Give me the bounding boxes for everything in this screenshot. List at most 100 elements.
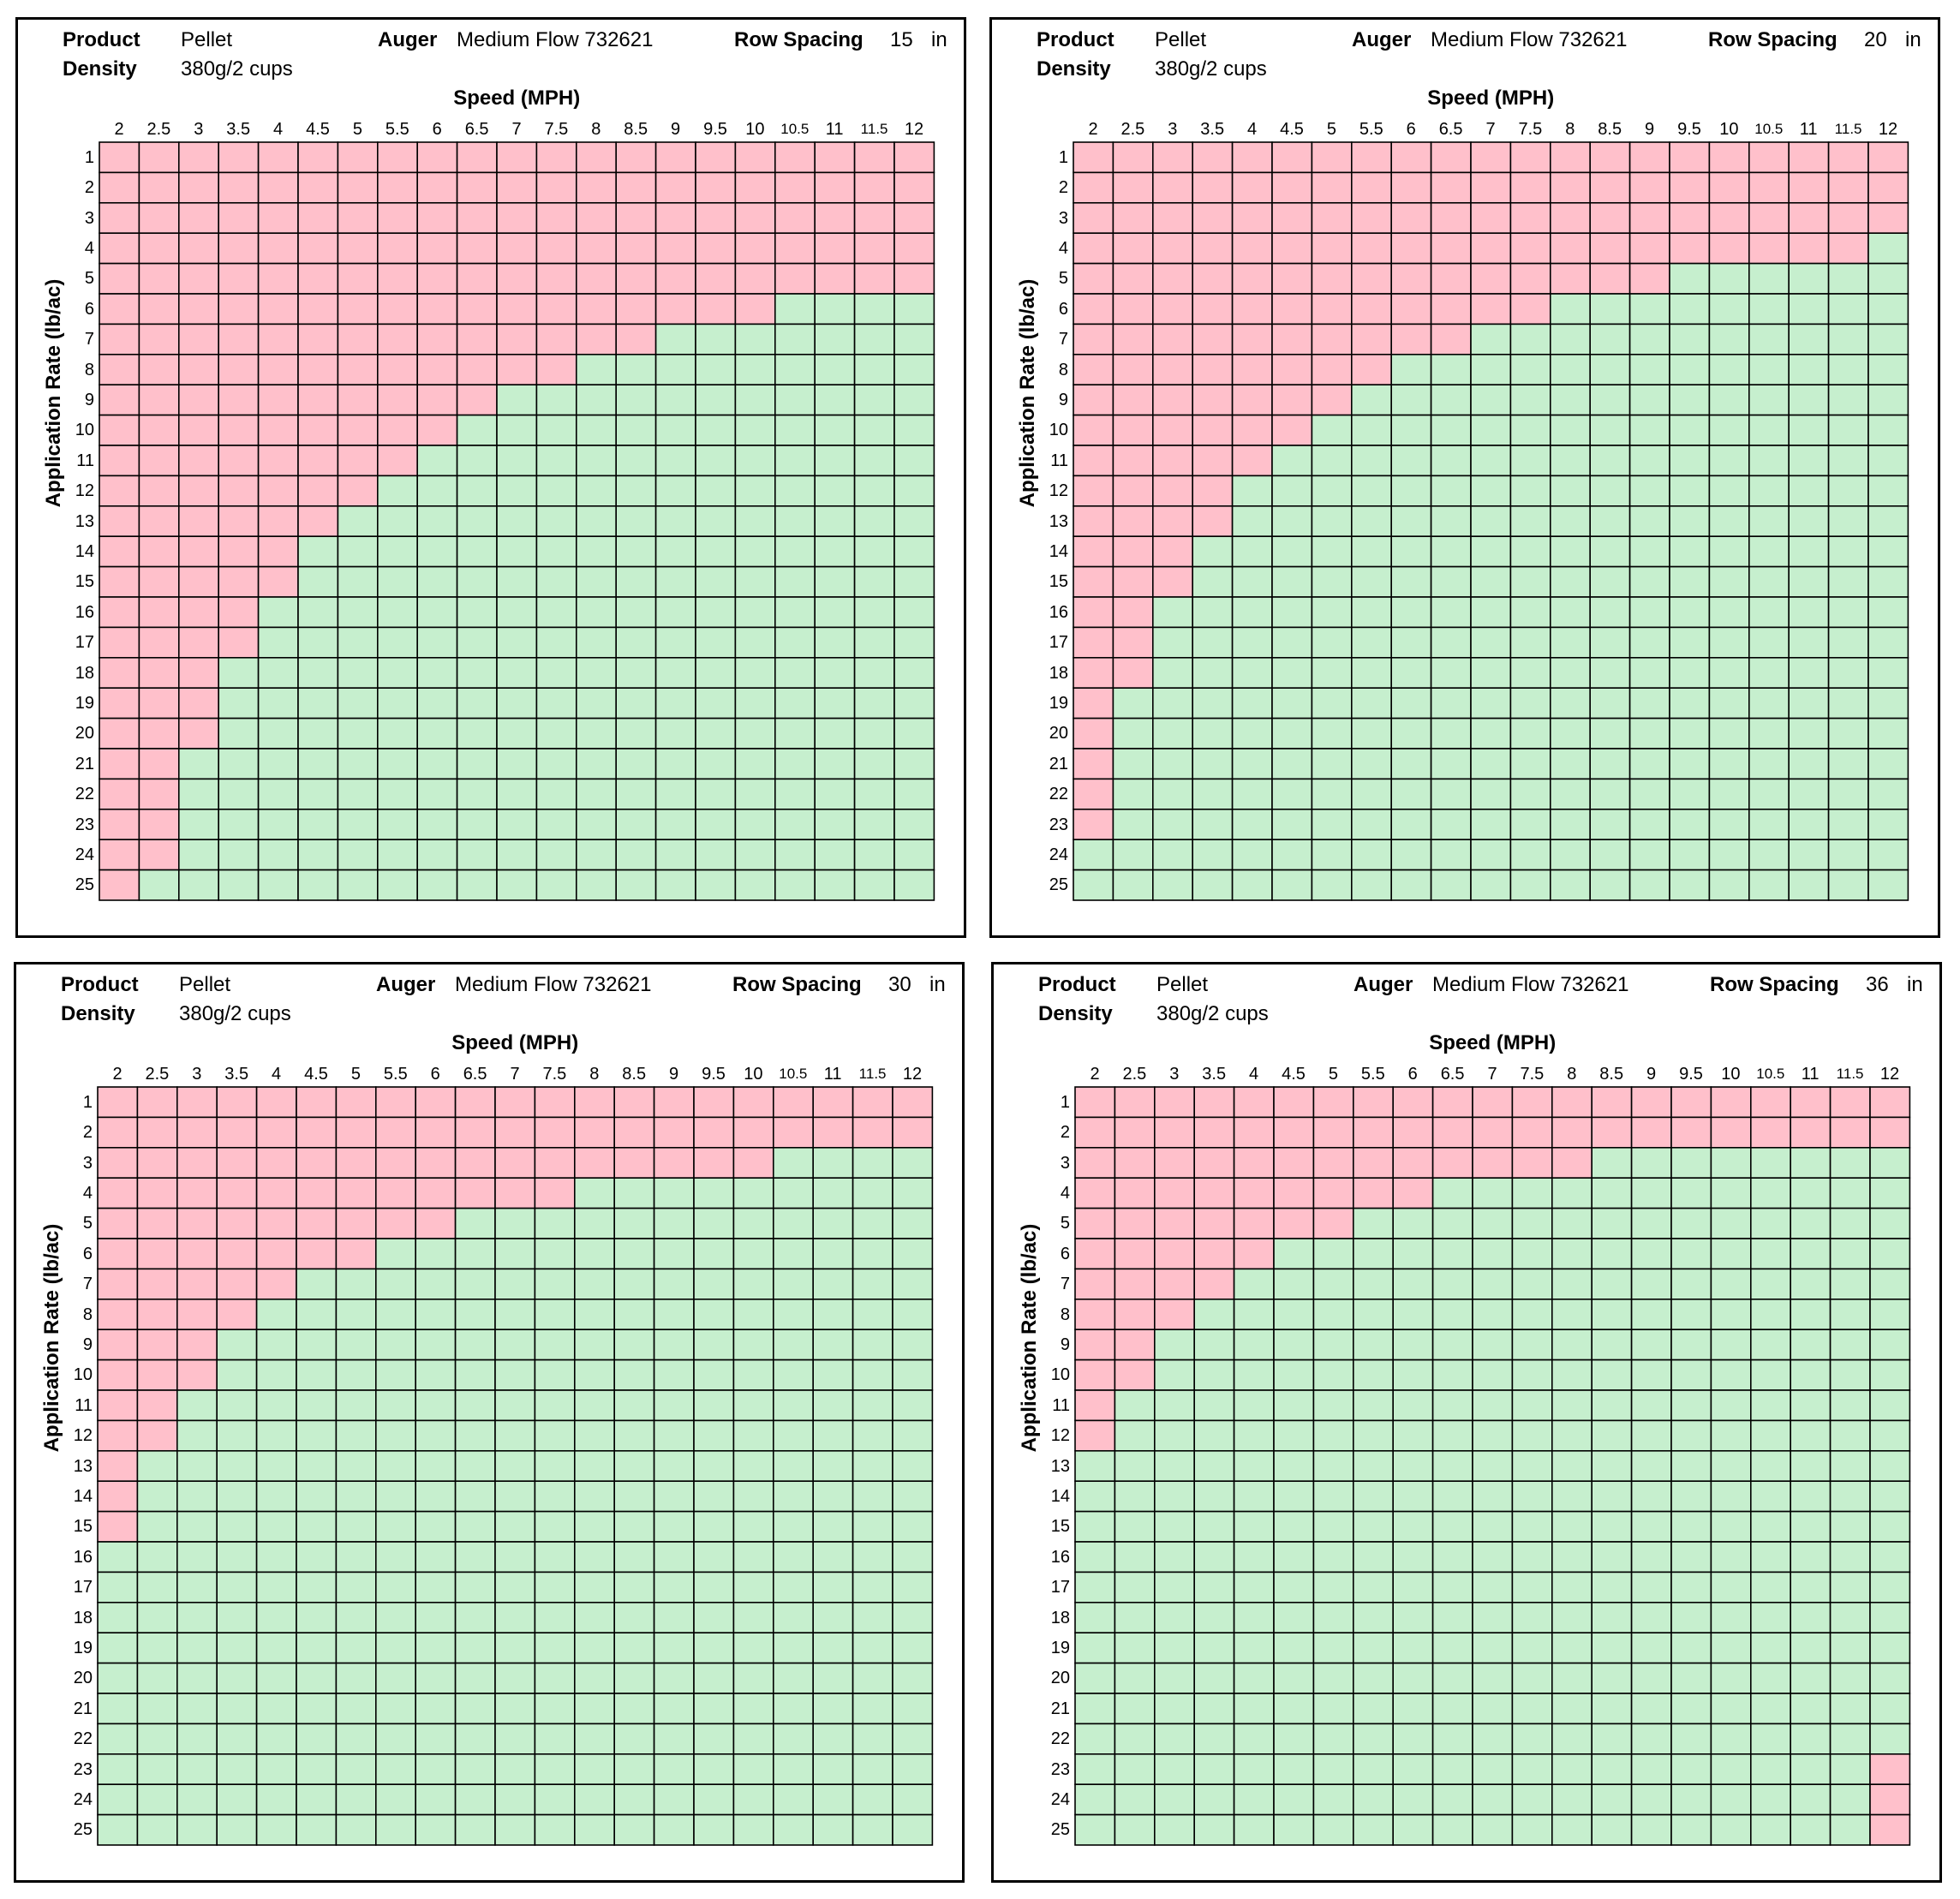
cell-out-of-range: [257, 323, 299, 355]
cell-in-range: [1788, 748, 1830, 780]
cell-out-of-range: [1114, 1329, 1156, 1361]
cell-in-range: [693, 1693, 735, 1725]
cell-in-range: [1708, 808, 1750, 840]
cell-out-of-range: [97, 1086, 139, 1119]
cell-in-range: [1152, 687, 1194, 720]
cell-in-range: [814, 656, 856, 689]
cell-out-of-range: [1193, 1207, 1235, 1239]
cell-in-range: [1749, 1147, 1791, 1179]
cell-in-range: [1472, 1753, 1514, 1785]
cell-in-range: [416, 445, 458, 477]
cell-in-range: [853, 565, 895, 598]
cell-out-of-range: [416, 293, 458, 325]
cell-in-range: [774, 778, 816, 810]
cell-in-range: [335, 1389, 377, 1422]
y-tick-label: 21: [73, 1699, 93, 1718]
cell-out-of-range: [176, 1359, 218, 1391]
header-auger-label: Auger: [1352, 28, 1412, 51]
cell-in-range: [693, 1510, 735, 1543]
cell-in-range: [1788, 626, 1830, 659]
cell-in-range: [573, 1510, 615, 1543]
cell-in-range: [1352, 1449, 1394, 1482]
cell-out-of-range: [734, 293, 776, 325]
cell-out-of-range: [296, 1238, 338, 1270]
cell-out-of-range: [99, 202, 140, 235]
cell-out-of-range: [1472, 1116, 1514, 1149]
cell-in-range: [1233, 1541, 1275, 1574]
cell-out-of-range: [337, 262, 379, 295]
cell-out-of-range: [1869, 1086, 1911, 1119]
x-tick-label: 4.5: [1282, 1065, 1306, 1084]
y-tick-label: 7: [1060, 1275, 1070, 1294]
cell-in-range: [1748, 748, 1790, 780]
cell-out-of-range: [97, 1329, 139, 1361]
header-row-spacing-label: Row Spacing: [1710, 973, 1839, 996]
cell-out-of-range: [893, 202, 935, 235]
cell-in-range: [1233, 1268, 1275, 1300]
cell-in-range: [1074, 1601, 1116, 1633]
cell-in-range: [1630, 1632, 1672, 1664]
cell-in-range: [695, 687, 737, 720]
cell-out-of-range: [1311, 384, 1353, 416]
cell-out-of-range: [138, 565, 180, 598]
cell-in-range: [1312, 1329, 1354, 1361]
cell-in-range: [1549, 384, 1591, 416]
cell-in-range: [1549, 717, 1591, 749]
cell-in-range: [297, 839, 339, 871]
cell-in-range: [216, 1783, 258, 1816]
y-tick-label: 22: [75, 785, 94, 804]
cell-out-of-range: [178, 262, 220, 295]
cell-out-of-range: [376, 384, 418, 416]
cell-in-range: [374, 1298, 416, 1330]
cell-in-range: [1630, 1147, 1672, 1179]
cell-in-range: [575, 596, 617, 629]
cell-out-of-range: [1192, 232, 1234, 265]
cell-in-range: [774, 505, 816, 537]
cell-out-of-range: [1233, 1238, 1275, 1270]
cell-out-of-range: [1192, 384, 1234, 416]
cell-in-range: [1749, 1510, 1791, 1543]
cell-in-range: [814, 384, 856, 416]
cell-in-range: [1074, 1813, 1116, 1846]
cell-in-range: [1271, 535, 1313, 568]
cell-out-of-range: [257, 505, 299, 537]
cell-out-of-range: [335, 1207, 377, 1239]
x-tick-label: 9.5: [1679, 1065, 1703, 1084]
cell-in-range: [1511, 1268, 1553, 1300]
cell-in-range: [1710, 1813, 1752, 1846]
cell-out-of-range: [1073, 748, 1114, 780]
cell-in-range: [893, 869, 935, 901]
cell-in-range: [1430, 717, 1472, 749]
cell-in-range: [1670, 1571, 1712, 1603]
cell-out-of-range: [852, 1116, 893, 1149]
cell-out-of-range: [374, 1116, 416, 1149]
cell-in-range: [1708, 535, 1750, 568]
cell-out-of-range: [1669, 232, 1711, 265]
cell-in-range: [1273, 1813, 1315, 1846]
cell-in-range: [1669, 445, 1711, 477]
cell-in-range: [335, 1813, 377, 1846]
cell-out-of-range: [1869, 1783, 1911, 1816]
cell-out-of-range: [1112, 202, 1154, 235]
cell-in-range: [1630, 1329, 1672, 1361]
cell-in-range: [534, 1329, 576, 1361]
cell-in-range: [1710, 1389, 1752, 1422]
cell-in-range: [573, 1601, 615, 1633]
y-tick-label: 14: [1050, 1486, 1070, 1506]
cell-in-range: [1669, 353, 1711, 385]
x-tick-label: 6: [432, 120, 442, 139]
cell-in-range: [1591, 1693, 1633, 1725]
cell-in-range: [1869, 1389, 1911, 1422]
cell-out-of-range: [653, 1116, 695, 1149]
cell-in-range: [1350, 656, 1392, 689]
cell-out-of-range: [257, 262, 299, 295]
cell-in-range: [1390, 414, 1432, 446]
cell-in-range: [1669, 839, 1711, 871]
cell-in-range: [1790, 1510, 1832, 1543]
x-tick-label: 11: [1799, 120, 1818, 139]
cell-in-range: [494, 1723, 536, 1755]
cell-in-range: [1630, 1813, 1672, 1846]
y-tick-label: 17: [1049, 633, 1068, 653]
cell-in-range: [1549, 748, 1591, 780]
cell-out-of-range: [535, 323, 577, 355]
